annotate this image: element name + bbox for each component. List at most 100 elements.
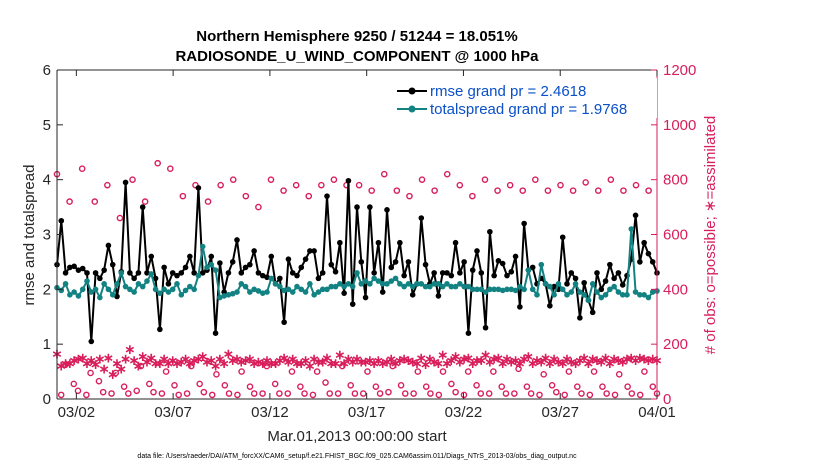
possible-point (271, 380, 279, 388)
assimilated-point: ∗ (205, 353, 217, 369)
series-point (457, 281, 463, 287)
series-point (277, 275, 283, 282)
possible-point (448, 380, 455, 388)
possible-point (175, 391, 182, 399)
assimilated-point: ∗ (167, 353, 179, 369)
series-point (439, 270, 446, 276)
series-point (341, 283, 347, 290)
series-point (302, 289, 309, 295)
assimilated-point: ∗ (381, 354, 393, 370)
possible-point (196, 380, 203, 388)
assimilated-point: ∗ (73, 352, 85, 368)
series-point (152, 286, 159, 293)
assimilated-point: ∗ (261, 353, 273, 369)
assimilated-point: ∗ (124, 342, 136, 358)
assimilated-point: ∗ (94, 352, 106, 368)
series-point (139, 283, 146, 290)
assimilated-point: ∗ (630, 353, 642, 369)
y-axis-label: rmse and totalspread (21, 165, 38, 306)
series-point (598, 294, 605, 301)
possible-point (439, 368, 447, 375)
series-point (414, 281, 420, 287)
x-tick-label: 03/02 (58, 404, 96, 421)
possible-point (225, 390, 233, 397)
possible-point (187, 362, 195, 370)
series-point (499, 260, 506, 267)
possible-point (418, 176, 426, 183)
assimilated-point: ∗ (240, 353, 252, 369)
series-point (431, 270, 437, 276)
series-point (482, 324, 489, 331)
series-point (568, 289, 575, 295)
series-point (88, 338, 95, 345)
possible-point (112, 369, 120, 377)
series-point (127, 286, 133, 293)
series-point (62, 281, 69, 287)
possible-point (125, 390, 132, 397)
series-point (589, 309, 596, 316)
series-point (461, 283, 467, 290)
possible-point (183, 390, 191, 397)
series-point (495, 258, 502, 264)
assimilated-point: ∗ (133, 359, 145, 375)
assimilated-point: ∗ (621, 352, 633, 368)
possible-point (351, 390, 359, 397)
possible-point (95, 377, 103, 385)
possible-point (628, 390, 636, 397)
possible-point (359, 390, 367, 397)
series-point (238, 281, 245, 287)
possible-point (641, 368, 648, 375)
series-point (255, 270, 262, 276)
possible-point (569, 187, 577, 194)
legend-rmse-marker (408, 87, 416, 95)
series-point (345, 281, 352, 287)
series-point (534, 292, 540, 298)
possible-point (70, 380, 78, 388)
possible-point (532, 176, 539, 183)
series-point (135, 270, 142, 276)
series-point (285, 286, 292, 293)
series-point (602, 292, 609, 298)
assimilated-point: ∗ (145, 350, 157, 366)
series-point (259, 290, 266, 296)
series-point (234, 289, 240, 295)
series-point (307, 281, 313, 287)
series-point (79, 286, 86, 293)
possible-point (611, 391, 619, 399)
possible-point (74, 387, 82, 395)
possible-point (213, 371, 220, 378)
y2-tick-label: 1200 (663, 62, 696, 79)
possible-series (53, 159, 661, 399)
series-layer: ∗∗∗∗∗∗∗∗∗∗∗∗∗∗∗∗∗∗∗∗∗∗∗∗∗∗∗∗∗∗∗∗∗∗∗∗∗∗∗∗… (51, 159, 663, 399)
y-tick-label: 5 (43, 117, 51, 134)
assimilated-point: ∗ (325, 356, 337, 372)
series-point (379, 289, 386, 295)
assimilated-point: ∗ (553, 354, 565, 370)
possible-point (234, 391, 241, 399)
series-point (337, 239, 343, 246)
assimilated-point: ∗ (171, 356, 183, 372)
assimilated-point: ∗ (107, 367, 119, 383)
series-point (311, 248, 317, 254)
series-point (521, 220, 527, 227)
possible-point (431, 187, 438, 194)
possible-point (498, 383, 506, 390)
assimilated-point: ∗ (81, 356, 93, 372)
series-point (525, 267, 532, 273)
series-point (559, 234, 566, 241)
series-point (572, 281, 579, 287)
assimilated-point: ∗ (317, 354, 329, 370)
possible-point (246, 383, 254, 390)
assimilated-point: ∗ (638, 352, 650, 368)
series-point (165, 289, 172, 295)
assimilated-point: ∗ (493, 350, 505, 366)
series-point (97, 294, 103, 301)
series-point (491, 286, 497, 293)
series-point (487, 228, 493, 235)
possible-point (523, 383, 531, 390)
series-point (101, 281, 107, 287)
possible-point (200, 388, 208, 396)
series-point (448, 283, 455, 290)
series-point (564, 292, 570, 298)
assimilated-point: ∗ (128, 353, 140, 369)
